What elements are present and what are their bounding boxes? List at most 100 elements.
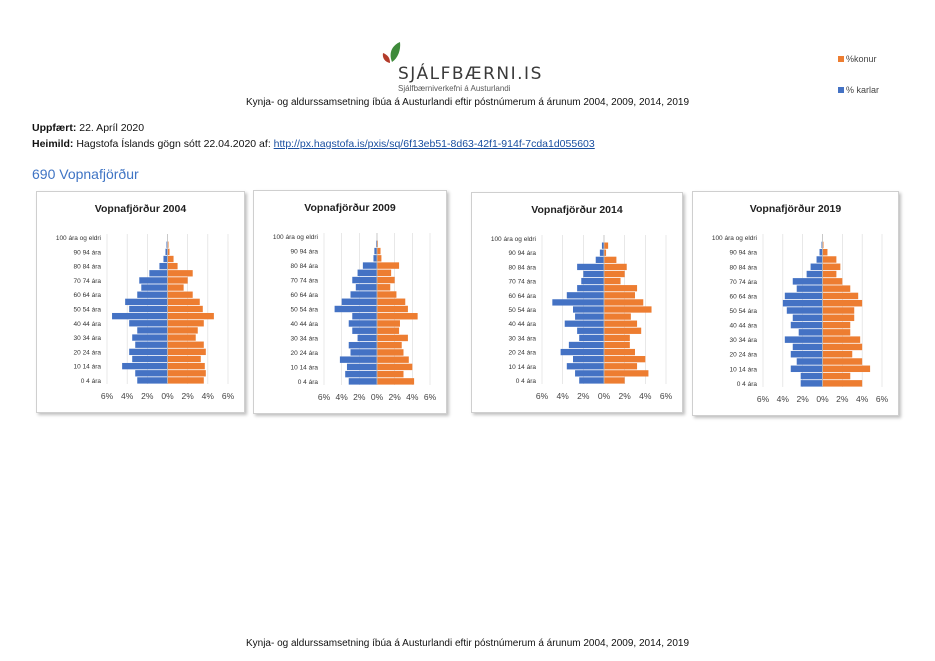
bar-men (566, 292, 604, 299)
bar-men (357, 334, 377, 342)
population-pyramid-2004: Vopnafjörður 2004 6% 4% 2% 0% 2% 4% 6% 0 4 ára 10… (56, 203, 235, 401)
x-tick-label: 2% (836, 394, 849, 404)
bar-men (376, 240, 377, 248)
y-tick-label: 100 ára og eldri (712, 235, 757, 242)
x-tick-label: 6% (876, 394, 889, 404)
bar-women (167, 312, 214, 320)
bar-men (790, 365, 823, 373)
bar-men (792, 278, 823, 285)
bar-men (579, 377, 604, 384)
bar-men (334, 305, 377, 313)
x-tick-label: 2% (577, 391, 590, 401)
bar-women (822, 358, 863, 365)
x-tick-label: 0% (816, 394, 829, 404)
bar-men (821, 241, 823, 249)
updated-line: Uppfært: 22. Apríl 2020 (32, 122, 144, 134)
bar-men (577, 327, 604, 334)
bar-women (604, 249, 607, 256)
bar-women (604, 377, 625, 384)
bar-women (822, 270, 837, 278)
site-logo: SJÁLFBÆRNI.IS Sjálfbærniverkefni á Austu… (378, 40, 558, 96)
bar-men (348, 378, 377, 385)
bar-women (604, 370, 649, 377)
bar-men (348, 341, 377, 349)
x-tick-label: 4% (856, 394, 869, 404)
bar-men (796, 285, 823, 292)
x-tick-label: 2% (797, 394, 810, 404)
bar-men (790, 321, 823, 329)
y-tick-label: 90 94 ára (291, 249, 319, 256)
y-tick-label: 40 44 ára (730, 323, 758, 330)
x-tick-label: 2% (182, 391, 195, 401)
legend-label-women: %konur (846, 54, 877, 64)
bar-men (573, 356, 604, 363)
y-tick-label: 30 34 ára (291, 335, 319, 342)
bar-women (167, 327, 198, 334)
bar-women (604, 256, 617, 263)
bar-women (604, 263, 627, 271)
bar-men (810, 263, 823, 271)
bar-men (132, 355, 168, 363)
bar-women (167, 255, 174, 263)
source-link[interactable]: http://px.hagstofa.is/pxis/sq/6f13eb51-8… (273, 138, 595, 150)
bar-women (604, 356, 646, 363)
bar-men (568, 341, 604, 349)
bar-men (125, 298, 168, 306)
x-tick-label: 6% (536, 391, 549, 401)
bar-men (552, 299, 604, 306)
bar-men (135, 341, 168, 348)
bar-men (577, 263, 604, 271)
bar-men (352, 276, 377, 284)
bar-men (786, 307, 823, 314)
bar-men (112, 312, 168, 320)
bar-men (129, 320, 168, 327)
y-tick-label: 60 64 ára (509, 293, 537, 300)
bar-women (822, 292, 859, 300)
population-pyramid-2019: Vopnafjörður 2019 6% 4% 2% 0% 2% 4% 6% 0 4 ára 10… (712, 203, 889, 404)
bar-women (822, 329, 851, 336)
logo-name: SJÁLFBÆRNI.IS (398, 64, 543, 84)
bar-men (800, 372, 823, 380)
bar-women (377, 349, 404, 356)
y-tick-label: 70 74 ára (509, 279, 537, 286)
source-text: Hagstofa Íslands gögn sótt 22.04.2020 af… (76, 138, 271, 150)
updated-label: Uppfært: (32, 122, 77, 134)
source-label: Heimild: (32, 138, 74, 150)
y-tick-label: 70 74 ára (74, 278, 102, 285)
leaf-logo-icon (382, 42, 401, 63)
bar-men (599, 249, 604, 256)
bar-women (377, 262, 400, 269)
section-title: 690 Vopnafjörður (32, 166, 139, 182)
bar-men (798, 329, 823, 336)
bar-women (822, 299, 863, 307)
x-tick-label: 4% (202, 391, 215, 401)
bar-women (604, 320, 638, 327)
y-tick-label: 30 34 ára (74, 335, 102, 342)
bar-women (822, 336, 861, 343)
y-tick-label: 80 84 ára (291, 263, 319, 270)
y-tick-label: 50 54 ára (509, 307, 537, 314)
bar-men (137, 327, 168, 334)
bar-women (604, 299, 644, 306)
bar-women (822, 365, 871, 373)
y-tick-label: 40 44 ára (291, 321, 319, 328)
x-tick-label: 0% (371, 392, 384, 402)
bar-women (377, 284, 391, 291)
y-tick-label: 20 24 ára (74, 349, 102, 356)
bar-men (165, 248, 168, 256)
bar-men (581, 277, 604, 285)
legend-label-men: % karlar (846, 85, 880, 95)
bar-men (137, 291, 168, 298)
y-tick-label: 60 64 ára (74, 292, 102, 299)
bar-women (604, 292, 635, 299)
y-tick-label: 60 64 ára (291, 292, 319, 299)
bar-women (167, 362, 205, 370)
bar-women (604, 242, 609, 249)
bar-men (595, 256, 604, 263)
bar-women (377, 291, 397, 298)
bar-men (575, 313, 604, 320)
y-tick-label: 70 74 ára (291, 278, 319, 285)
bar-men (352, 313, 377, 320)
logo-subtitle: Sjálfbærniverkefni á Austurlandi (398, 84, 511, 93)
page-footer-title: Kynja- og aldurssamsetning íbúa á Austur… (245, 638, 690, 649)
